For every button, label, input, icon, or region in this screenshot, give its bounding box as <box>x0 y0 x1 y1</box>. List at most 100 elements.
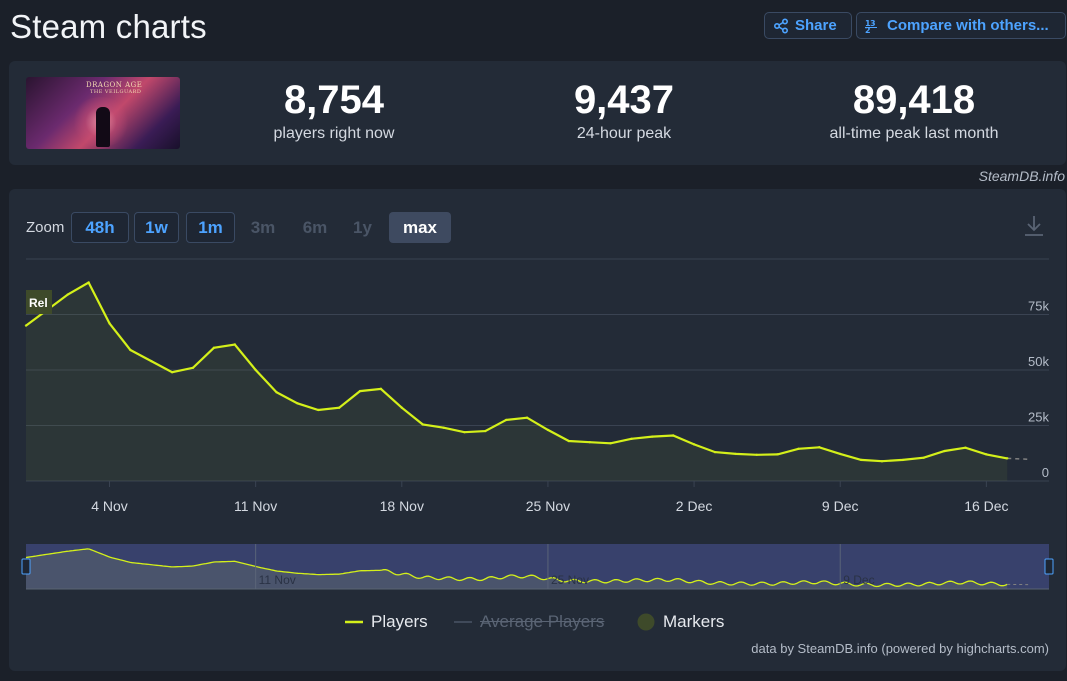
data-point <box>797 447 800 451</box>
share-label: Share <box>795 17 837 34</box>
data-point <box>859 458 863 462</box>
data-point <box>254 368 257 372</box>
alltime-peak-value: 89,418 <box>852 78 976 122</box>
legend-average-label: Average Players <box>480 612 605 631</box>
game-cover-image[interactable]: DRAGON AGE THE VEILGUARD <box>26 77 180 149</box>
data-point <box>755 453 758 457</box>
navigator-handle[interactable] <box>1044 558 1054 575</box>
navigator-area <box>26 548 1008 589</box>
data-point <box>839 452 842 456</box>
data-point <box>922 456 925 459</box>
x-tick-label: 16 Dec <box>964 498 1008 514</box>
highcharts-credit[interactable]: data by SteamDB.info (powered by highcha… <box>751 641 1049 656</box>
zoom-1m-button[interactable]: 1m <box>186 212 235 243</box>
svg-text:1: 1 <box>865 19 871 28</box>
download-icon[interactable] <box>1024 215 1044 242</box>
zoom-1w-button[interactable]: 1w <box>134 212 179 243</box>
legend-players-label: Players <box>371 612 428 631</box>
release-marker <box>26 290 52 314</box>
players-line <box>25 280 1008 463</box>
data-point <box>609 442 612 445</box>
x-tick-label: 9 Dec <box>822 498 859 514</box>
data-point <box>170 371 174 374</box>
data-point <box>734 452 738 456</box>
markers-swatch-icon <box>637 613 655 631</box>
game-logo-subtitle: THE VEILGUARD <box>90 89 142 95</box>
navigator-line <box>25 548 1008 588</box>
players-now-label: players right now <box>273 125 395 142</box>
data-point <box>129 348 132 352</box>
data-point <box>275 391 278 394</box>
data-point <box>66 293 69 296</box>
peak-24h-value: 9,437 <box>573 78 675 122</box>
steamdb-credit[interactable]: SteamDB.info <box>978 168 1065 184</box>
data-point <box>233 343 236 346</box>
data-point <box>567 439 571 443</box>
players-chart[interactable]: 0 25k 50k 75k 4 Nov 11 Nov 18 Nov 25 Nov 2 Dec 9… <box>9 189 1066 671</box>
navigator-tick-label: 11 Nov <box>259 573 296 587</box>
data-point <box>442 426 445 429</box>
data-point <box>818 446 821 449</box>
zoom-1y-button: 1y <box>353 217 372 237</box>
compare-label: Compare with others... <box>887 17 1049 34</box>
data-point <box>212 346 216 349</box>
forecast-tail <box>1007 457 1029 460</box>
navigator: 11 Nov 25 Nov 9 Dec <box>21 544 1054 590</box>
legend-markers[interactable]: Markers <box>637 612 724 632</box>
data-point <box>504 418 508 422</box>
y-tick-label: 50k <box>1028 354 1049 369</box>
players-swatch-icon <box>345 620 363 624</box>
svg-text:2: 2 <box>865 26 871 34</box>
data-point <box>150 359 153 363</box>
data-point <box>713 450 717 454</box>
data-point <box>672 434 675 437</box>
data-point <box>880 460 884 463</box>
x-tick-label: 2 Dec <box>676 498 713 514</box>
legend-markers-label: Markers <box>663 612 725 631</box>
peak-24h-label: 24-hour peak <box>576 125 672 142</box>
y-tick-label: 25k <box>1028 410 1049 425</box>
zoom-label: Zoom <box>26 219 65 236</box>
data-point <box>484 429 487 433</box>
x-tick-label: 4 Nov <box>91 498 128 514</box>
share-button[interactable]: Share <box>764 12 852 39</box>
data-point <box>630 437 633 441</box>
data-point <box>108 322 111 325</box>
zoom-max-button[interactable]: max <box>389 212 451 243</box>
y-tick-label: 75k <box>1028 299 1049 314</box>
data-point <box>588 440 591 444</box>
legend-players[interactable]: Players <box>345 612 428 632</box>
stat-24h-peak: 9,437 24-hour peak <box>504 79 744 143</box>
data-point <box>546 428 550 432</box>
share-icon <box>773 17 789 34</box>
game-logo-text: DRAGON AGE <box>86 81 143 89</box>
stat-players-now: 8,754 players right now <box>214 79 454 143</box>
data-point <box>296 402 299 405</box>
legend-average-players[interactable]: Average Players <box>454 612 604 632</box>
y-tick-label: 0 <box>1042 465 1049 480</box>
navigator-handle[interactable] <box>21 558 31 575</box>
data-point <box>776 453 779 456</box>
alltime-peak-label: all-time peak last month <box>829 125 999 142</box>
data-point <box>1006 457 1009 460</box>
stat-alltime-peak: 89,418 all-time peak last month <box>794 79 1034 143</box>
data-point <box>985 453 988 456</box>
zoom-6m-button: 6m <box>302 217 328 237</box>
x-tick-label: 18 Nov <box>380 498 424 514</box>
data-point <box>692 443 696 446</box>
data-point <box>379 387 383 391</box>
data-point <box>400 406 403 409</box>
svg-text:3: 3 <box>870 19 876 28</box>
chart-panel: Zoom 48h 1w 1m 3m 6m 1y max 0 25k 50k 75k 4… <box>9 189 1066 671</box>
navigator-tick-label: 9 Dec <box>843 573 874 587</box>
data-point <box>463 430 466 434</box>
data-point <box>87 281 90 284</box>
data-point <box>337 406 341 409</box>
zoom-48h-button[interactable]: 48h <box>71 212 129 243</box>
data-point <box>358 389 362 393</box>
page-title: Steam charts <box>10 8 207 45</box>
players-area <box>26 282 1008 481</box>
data-point <box>421 423 424 426</box>
